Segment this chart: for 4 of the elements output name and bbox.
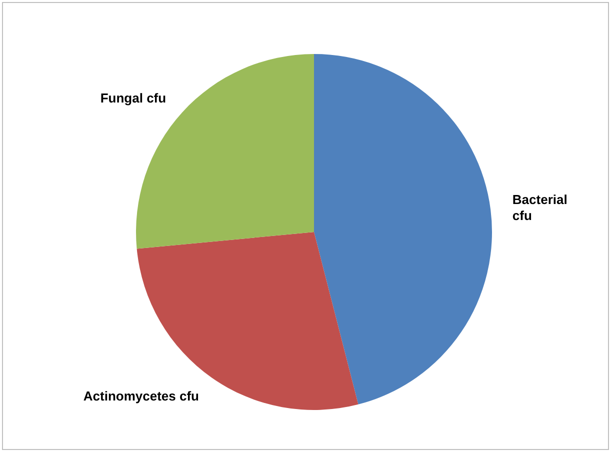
slice-label: Bacterial cfu bbox=[512, 192, 568, 223]
slice-label: Fungal cfu bbox=[100, 90, 166, 106]
slice-label: Actinomycetes cfu bbox=[83, 388, 200, 404]
pie-slice bbox=[314, 54, 492, 404]
